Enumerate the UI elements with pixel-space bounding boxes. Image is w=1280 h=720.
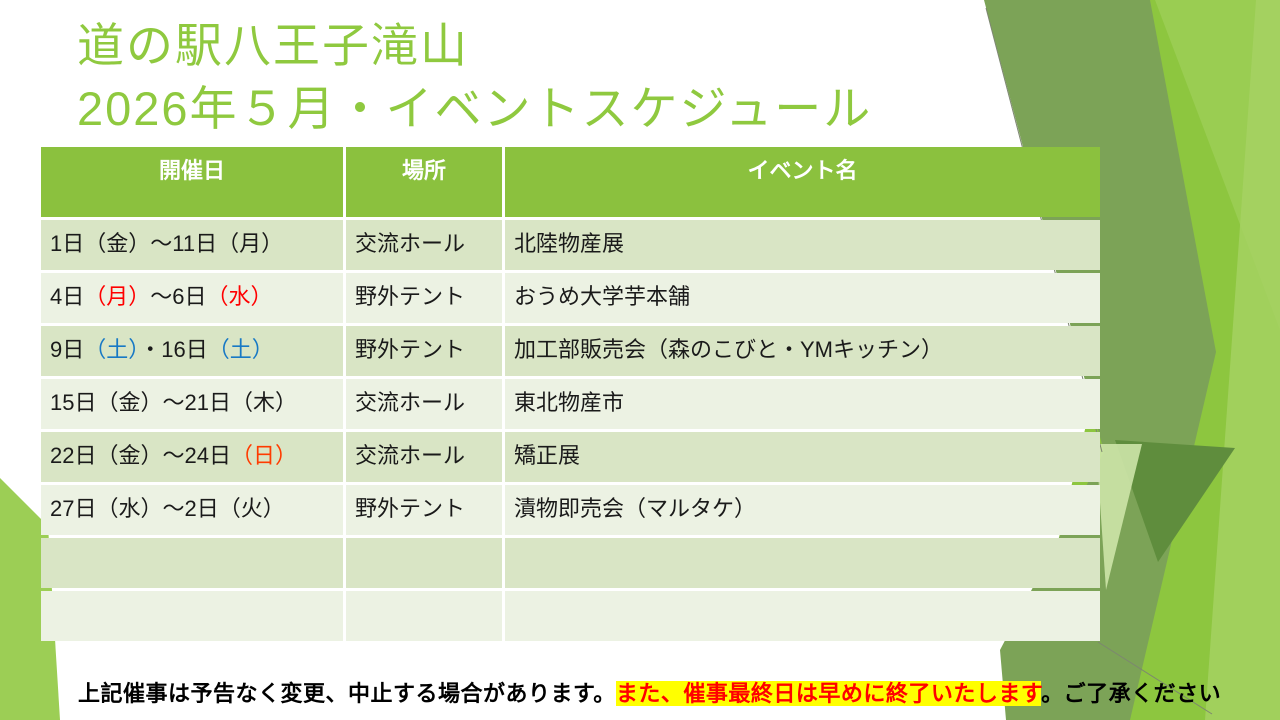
cell-event: 加工部販売会（森のこびと・YMキッチン）: [505, 326, 1100, 376]
col-header-place: 場所: [346, 147, 502, 217]
cell-date: [41, 591, 343, 641]
table-row: 27日（水）～2日（火） 野外テント 漬物即売会（マルタケ）: [41, 485, 1100, 535]
table-row: 15日（金）～21日（木） 交流ホール 東北物産市: [41, 379, 1100, 429]
footer-text-segment: 上記催事は予告なく変更、中止する場合があります。: [78, 681, 616, 706]
col-header-event: イベント名: [505, 147, 1100, 217]
cell-place: 交流ホール: [346, 432, 502, 482]
cell-place: 野外テント: [346, 485, 502, 535]
date-segment: （日）: [230, 443, 297, 468]
table-row: 1日（金）～11日（月） 交流ホール 北陸物産展: [41, 220, 1100, 270]
footer-text-segment: 。ご了承ください: [1041, 681, 1222, 706]
facet-light-triangle: [1096, 444, 1142, 590]
cell-event: [505, 591, 1100, 641]
slide-title-line2: 2026年５月・イベントスケジュール: [77, 82, 873, 135]
date-segment: （水）: [206, 284, 273, 309]
cell-event: [505, 538, 1100, 588]
date-segment: 9日: [50, 337, 85, 362]
cell-place: 野外テント: [346, 326, 502, 376]
cell-place: [346, 538, 502, 588]
facet-thin-line-bottom: [1097, 641, 1213, 715]
footer-note: 上記催事は予告なく変更、中止する場合があります。また、催事最終日は早めに終了いた…: [78, 676, 1221, 708]
cell-date: 4日（月）～6日（水）: [41, 273, 343, 323]
cell-event: 漬物即売会（マルタケ）: [505, 485, 1100, 535]
date-segment: ・16日: [139, 337, 208, 362]
cell-date: 27日（水）～2日（火）: [41, 485, 343, 535]
cell-event: 矯正展: [505, 432, 1100, 482]
facet-edge-light-band: [1205, 0, 1280, 720]
date-segment: 27日（水）～2日（火）: [50, 496, 285, 521]
table-row: 4日（月）～6日（水） 野外テント おうめ大学芋本舗: [41, 273, 1100, 323]
table-row: 22日（金）～24日（日） 交流ホール 矯正展: [41, 432, 1100, 482]
cell-place: 交流ホール: [346, 379, 502, 429]
table-header-row: 開催日 場所 イベント名: [41, 147, 1100, 217]
facet-dark-triangle: [1115, 440, 1235, 562]
date-segment: 4日: [50, 284, 85, 309]
cell-date: 1日（金）～11日（月）: [41, 220, 343, 270]
cell-date: [41, 538, 343, 588]
col-header-date: 開催日: [41, 147, 343, 217]
schedule-table-body: 1日（金）～11日（月） 交流ホール 北陸物産展 4日（月）～6日（水） 野外テント おう…: [41, 220, 1100, 641]
slide-title: 道の駅八王子滝山 2026年５月・イベントスケジュール: [77, 14, 872, 140]
footer-highlight-segment: また、催事最終日は早めに終了いたします: [615, 681, 1042, 706]
date-segment: 22日（金）～24日: [50, 443, 231, 468]
date-segment: ～6日: [150, 284, 207, 309]
date-segment: （月）: [84, 284, 151, 309]
cell-date: 15日（金）～21日（木）: [41, 379, 343, 429]
table-row: [41, 538, 1100, 588]
cell-date: 22日（金）～24日（日）: [41, 432, 343, 482]
date-segment: （土）: [84, 337, 140, 362]
cell-date: 9日（土）・16日（土）: [41, 326, 343, 376]
event-schedule-table: 開催日 場所 イベント名 1日（金）～11日（月） 交流ホール 北陸物産展 4日（月）…: [38, 144, 1103, 644]
date-segment: 15日（金）～21日（木）: [50, 390, 297, 415]
cell-event: おうめ大学芋本舗: [505, 273, 1100, 323]
date-segment: 1日（金）～11日（月）: [50, 231, 284, 256]
table-row: [41, 591, 1100, 641]
cell-event: 東北物産市: [505, 379, 1100, 429]
table-row: 9日（土）・16日（土） 野外テント 加工部販売会（森のこびと・YMキッチン）: [41, 326, 1100, 376]
cell-place: 交流ホール: [346, 220, 502, 270]
cell-event: 北陸物産展: [505, 220, 1100, 270]
cell-place: 野外テント: [346, 273, 502, 323]
cell-place: [346, 591, 502, 641]
slide-title-line1: 道の駅八王子滝山: [77, 19, 469, 72]
date-segment: （土）: [207, 337, 274, 362]
